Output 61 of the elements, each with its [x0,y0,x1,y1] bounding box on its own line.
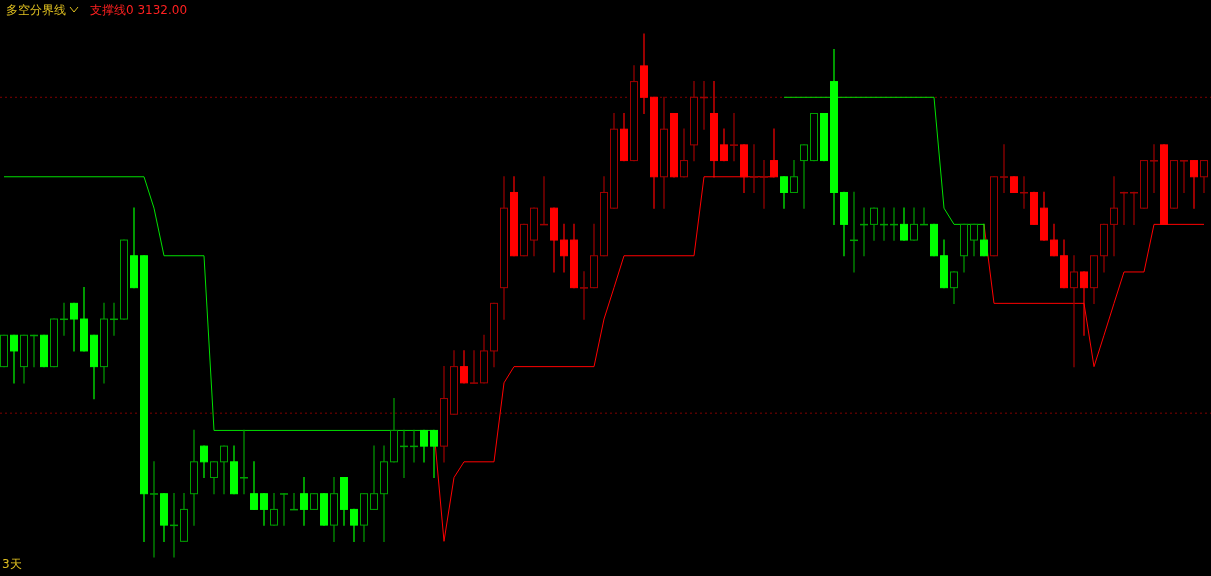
candlestick [1180,159,1188,194]
candlestick [680,128,688,178]
candlestick [220,445,228,495]
candlestick [70,302,78,352]
candlestick [580,271,588,320]
candlestick [1150,144,1158,194]
candlestick [890,207,898,241]
candlestick [1050,223,1058,257]
candlestick [350,508,358,542]
candlestick [280,493,288,526]
candlestick [210,461,218,495]
candlestick [170,493,178,558]
text: 支撑线0 3132.00 [90,3,188,17]
candlestick [150,461,158,558]
candlestick [110,302,118,336]
candlestick [410,429,418,463]
candlestick [250,461,258,511]
candlestick [1070,255,1078,368]
candlestick [980,223,988,257]
candlestick [870,207,878,241]
candlestick [540,176,548,226]
candlestick [300,476,308,526]
candlestick [1190,159,1198,209]
candlestick [370,445,378,511]
candlestick [970,223,978,257]
candlestick [730,112,738,162]
candlestick [780,176,788,209]
candlestick [850,191,858,273]
candlestick [470,350,478,384]
candlestick [760,159,768,209]
candlestick [1120,191,1128,225]
candlestick [910,207,918,241]
candlestick [900,207,908,241]
candlestick [1130,191,1138,225]
candlestick [400,429,408,479]
chart-title: 多空分界线 [6,3,66,17]
candlestick [950,271,958,304]
candlestick [10,334,18,384]
candlestick [920,207,928,226]
annotation: 3天 [2,557,22,571]
candlestick [430,429,438,479]
candlestick [290,493,298,511]
candlestick [800,144,808,209]
candlestick [200,445,208,479]
candlestick [750,144,758,194]
candlestick [240,429,248,495]
candlestick [460,350,468,384]
candlestick [270,493,278,526]
candlestick [1200,159,1208,194]
candlestick [420,429,428,463]
candlestick [60,302,68,336]
candlestick [720,128,728,162]
candlestick [860,207,868,257]
candlestick [1020,176,1028,209]
candlestick [790,159,798,194]
candlestick [560,223,568,273]
candlestick [1080,271,1088,336]
candlestick [260,493,268,526]
candlestick [1110,176,1118,257]
candlestick [880,207,888,241]
candlestick [1000,144,1008,194]
